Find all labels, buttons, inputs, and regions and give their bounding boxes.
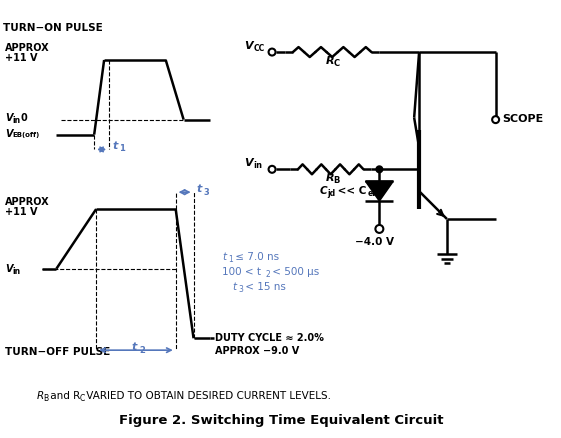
Text: t: t: [132, 342, 137, 351]
Text: 1: 1: [119, 144, 125, 153]
Text: V: V: [244, 41, 253, 51]
Text: ≤ 7.0 ns: ≤ 7.0 ns: [232, 251, 279, 261]
Text: APPROX: APPROX: [4, 43, 49, 53]
Text: C: C: [79, 393, 85, 402]
Text: V: V: [4, 113, 12, 122]
Text: 0: 0: [21, 113, 27, 122]
Text: TURN−ON PULSE: TURN−ON PULSE: [3, 23, 103, 33]
Text: < 15 ns: < 15 ns: [242, 281, 286, 291]
Text: 1: 1: [228, 254, 233, 263]
Text: jd: jd: [328, 189, 336, 198]
Text: 3: 3: [238, 284, 243, 293]
Text: C: C: [334, 59, 340, 68]
Text: t: t: [232, 281, 236, 291]
Text: in: in: [253, 161, 262, 170]
Text: VARIED TO OBTAIN DESIRED CURRENT LEVELS.: VARIED TO OBTAIN DESIRED CURRENT LEVELS.: [83, 390, 331, 400]
Text: C: C: [320, 186, 328, 196]
Text: and R: and R: [48, 390, 81, 400]
Text: APPROX −9.0 V: APPROX −9.0 V: [215, 346, 300, 355]
Text: DUTY CYCLE ≈ 2.0%: DUTY CYCLE ≈ 2.0%: [215, 332, 324, 343]
Text: R: R: [326, 56, 334, 66]
Text: 100 < t: 100 < t: [222, 266, 261, 276]
Text: t: t: [112, 140, 117, 150]
Text: V: V: [4, 263, 12, 273]
Text: TURN−OFF PULSE: TURN−OFF PULSE: [4, 346, 110, 357]
Text: V: V: [4, 128, 12, 138]
Text: eb: eb: [367, 189, 378, 198]
Text: B: B: [334, 176, 340, 185]
Text: t: t: [222, 251, 227, 261]
Text: 2: 2: [265, 269, 270, 278]
Text: CC: CC: [253, 44, 264, 53]
Polygon shape: [365, 182, 393, 201]
Text: EB(off): EB(off): [13, 131, 40, 137]
Text: R: R: [326, 173, 334, 183]
Text: B: B: [44, 393, 49, 402]
Text: 3: 3: [204, 188, 209, 197]
Text: R: R: [36, 390, 44, 400]
Text: < 500 μs: < 500 μs: [269, 266, 319, 276]
Text: 2: 2: [139, 346, 145, 354]
Text: SCOPE: SCOPE: [503, 113, 544, 124]
Text: in: in: [13, 115, 21, 124]
Text: V: V: [244, 158, 253, 168]
Text: APPROX: APPROX: [4, 197, 49, 207]
Text: in: in: [13, 266, 21, 275]
Text: −4.0 V: −4.0 V: [355, 237, 393, 246]
Text: +11 V: +11 V: [4, 53, 37, 63]
Text: Figure 2. Switching Time Equivalent Circuit: Figure 2. Switching Time Equivalent Circ…: [119, 413, 443, 426]
Text: << C: << C: [334, 186, 366, 196]
Text: +11 V: +11 V: [4, 207, 37, 216]
Text: t: t: [196, 184, 202, 194]
Circle shape: [376, 167, 383, 173]
